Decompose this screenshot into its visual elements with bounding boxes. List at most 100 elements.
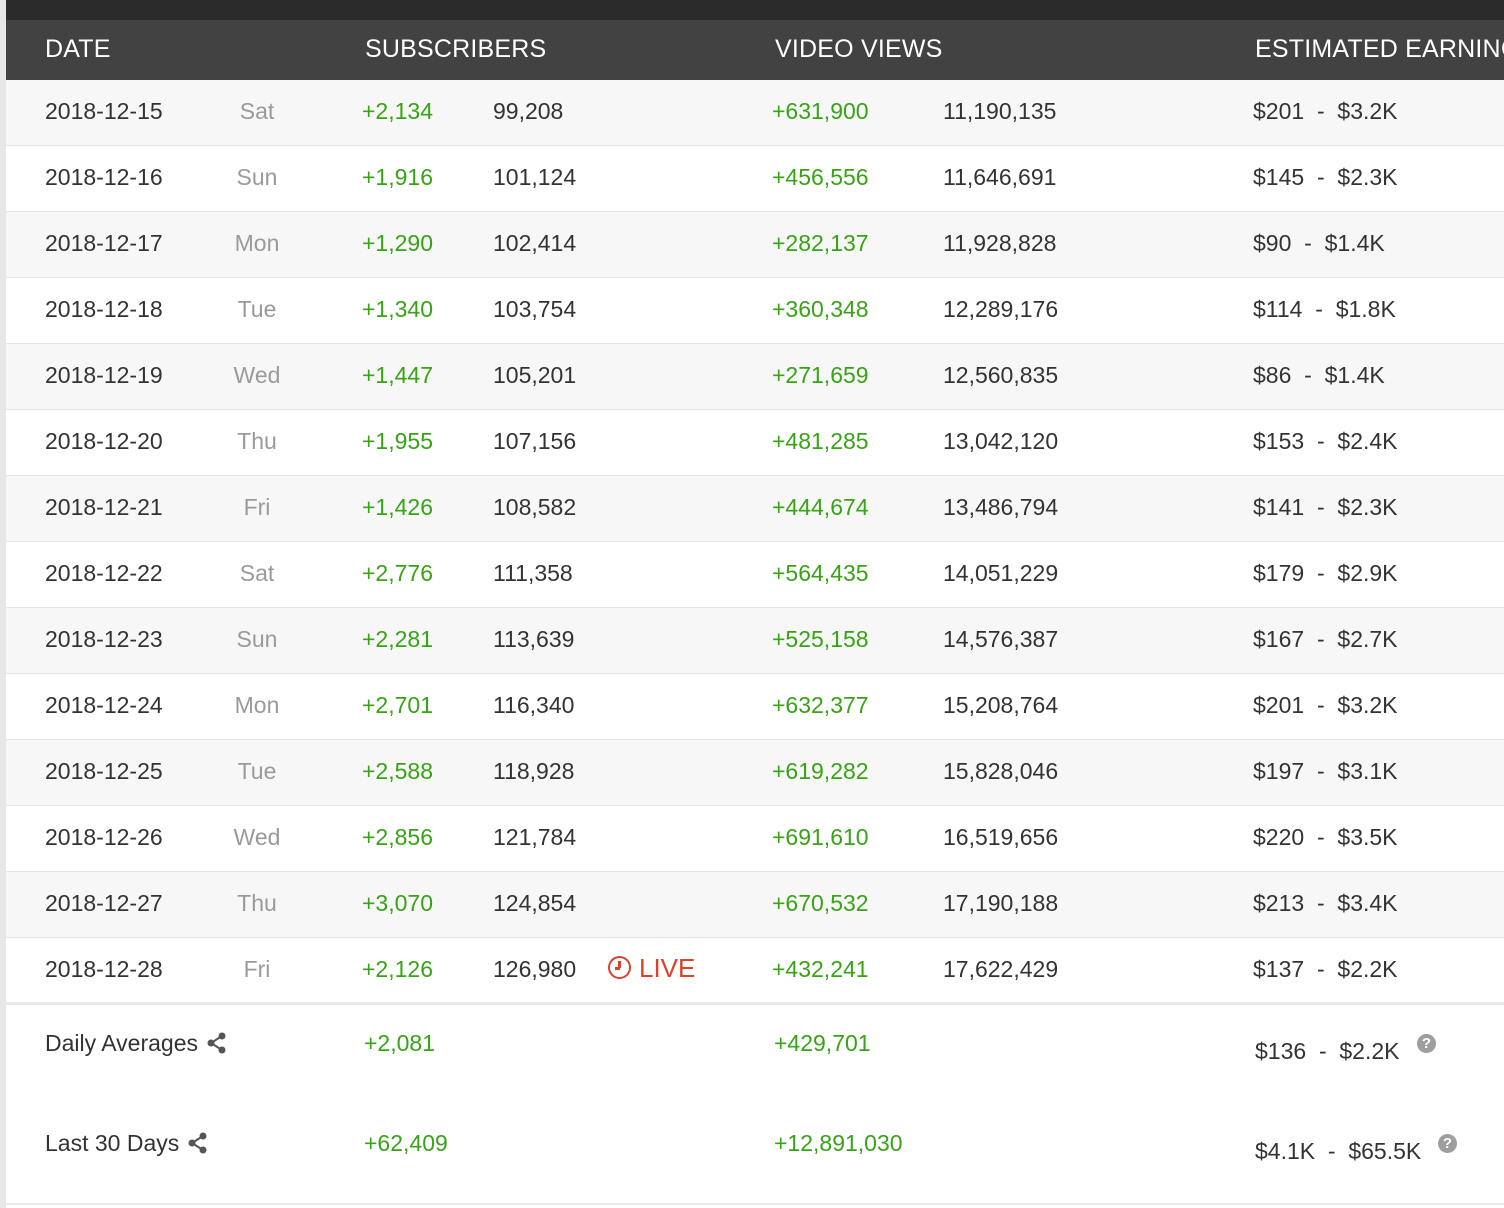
last-30-days-text: Last 30 Days bbox=[45, 1130, 180, 1156]
row-weekday: Fri bbox=[243, 494, 271, 520]
row-view-change: +632,377 bbox=[772, 692, 869, 718]
row-view-change: +631,900 bbox=[772, 98, 869, 124]
row-date: 2018-12-28 bbox=[45, 956, 163, 982]
help-icon[interactable]: ? bbox=[1438, 1134, 1457, 1153]
row-view-total: 17,190,188 bbox=[943, 890, 1059, 916]
left-edge bbox=[0, 0, 6, 1208]
earnings-low: $114 bbox=[1253, 296, 1303, 322]
row-weekday: Thu bbox=[237, 890, 277, 916]
row-estimated-earnings: $201 - $3.2K bbox=[1253, 98, 1398, 125]
earnings-separator: - bbox=[1304, 428, 1338, 454]
daily-averages-row: Daily Averages +2,081 +429,701 $136 - $2… bbox=[6, 1030, 1504, 1070]
row-estimated-earnings: $153 - $2.4K bbox=[1253, 428, 1398, 455]
earnings-low: $153 bbox=[1253, 428, 1305, 454]
table-row: 2018-12-26 Wed +2,856 121,784 +691,610 16,519… bbox=[6, 806, 1504, 872]
row-view-change: +619,282 bbox=[772, 758, 869, 784]
earnings-separator: - bbox=[1304, 824, 1338, 850]
table-row: 2018-12-23 Sun +2,281 113,639 +525,158 14,576… bbox=[6, 608, 1504, 674]
row-estimated-earnings: $167 - $2.7K bbox=[1253, 626, 1398, 653]
row-view-total: 13,486,794 bbox=[943, 494, 1059, 520]
earnings-separator: - bbox=[1304, 626, 1338, 652]
table-row: 2018-12-18 Tue +1,340 103,754 +360,348 12,289… bbox=[6, 278, 1504, 344]
earnings-high: $2.4K bbox=[1337, 428, 1398, 454]
row-weekday: Thu bbox=[237, 428, 277, 454]
earnings-separator: - bbox=[1304, 890, 1338, 916]
row-estimated-earnings: $114 - $1.8K bbox=[1253, 296, 1396, 323]
earnings-low: $179 bbox=[1253, 560, 1305, 586]
row-view-total: 16,519,656 bbox=[943, 824, 1059, 850]
table-row: 2018-12-20 Thu +1,955 107,156 +481,285 13,042… bbox=[6, 410, 1504, 476]
row-estimated-earnings: $201 - $3.2K bbox=[1253, 692, 1398, 719]
help-icon[interactable]: ? bbox=[1417, 1034, 1436, 1053]
row-date: 2018-12-26 bbox=[45, 824, 163, 850]
earnings-low: $201 bbox=[1253, 692, 1305, 718]
row-view-total: 14,576,387 bbox=[943, 626, 1059, 652]
row-subscriber-change: +1,340 bbox=[362, 296, 433, 322]
daily-averages-subscribers: +2,081 bbox=[364, 1030, 435, 1056]
row-view-total: 11,190,135 bbox=[943, 98, 1057, 124]
table-row: 2018-12-15 Sat +2,134 99,208 +631,900 11,190,… bbox=[6, 80, 1504, 146]
row-weekday: Mon bbox=[234, 230, 280, 256]
row-date: 2018-12-16 bbox=[45, 164, 163, 190]
row-subscriber-change: +3,070 bbox=[362, 890, 433, 916]
row-subscriber-total: 116,340 bbox=[493, 692, 575, 718]
row-subscriber-change: +2,701 bbox=[362, 692, 433, 718]
earnings-separator: - bbox=[1304, 560, 1338, 586]
table-header: DATE SUBSCRIBERS VIDEO VIEWS ESTIMATED E… bbox=[6, 20, 1504, 80]
row-view-total: 12,289,176 bbox=[943, 296, 1059, 322]
table-row: 2018-12-17 Mon +1,290 102,414 +282,137 11,928… bbox=[6, 212, 1504, 278]
row-subscriber-change: +2,776 bbox=[362, 560, 433, 586]
row-estimated-earnings: $179 - $2.9K bbox=[1253, 560, 1398, 587]
row-view-total: 11,928,828 bbox=[943, 230, 1057, 256]
earnings-high: $3.5K bbox=[1337, 824, 1398, 850]
row-date: 2018-12-19 bbox=[45, 362, 163, 388]
row-subscriber-change: +1,447 bbox=[362, 362, 433, 388]
earnings-low: $137 bbox=[1253, 956, 1305, 982]
live-badge[interactable]: LIVE bbox=[608, 953, 695, 984]
row-subscriber-total: 99,208 bbox=[493, 98, 564, 124]
row-subscriber-total: 101,124 bbox=[493, 164, 577, 190]
share-icon[interactable] bbox=[206, 1032, 228, 1054]
row-view-total: 15,828,046 bbox=[943, 758, 1059, 784]
earnings-separator: - bbox=[1304, 98, 1338, 124]
row-subscriber-total: 107,156 bbox=[493, 428, 577, 454]
row-view-change: +481,285 bbox=[772, 428, 869, 454]
earnings-high: $1.8K bbox=[1335, 296, 1396, 322]
row-estimated-earnings: $145 - $2.3K bbox=[1253, 164, 1398, 191]
row-date: 2018-12-24 bbox=[45, 692, 163, 718]
row-subscriber-change: +2,588 bbox=[362, 758, 433, 784]
daily-averages-earnings: $136 - $2.2K bbox=[1255, 1038, 1400, 1064]
earnings-separator: - bbox=[1304, 692, 1338, 718]
row-weekday: Mon bbox=[234, 692, 280, 718]
last-30-days-subscribers: +62,409 bbox=[364, 1130, 448, 1156]
table-row: 2018-12-19 Wed +1,447 105,201 +271,659 12,560… bbox=[6, 344, 1504, 410]
row-view-total: 15,208,764 bbox=[943, 692, 1059, 718]
row-subscriber-change: +2,134 bbox=[362, 98, 433, 124]
row-view-change: +271,659 bbox=[772, 362, 869, 388]
daily-averages-views: +429,701 bbox=[774, 1030, 871, 1056]
earnings-high: $3.1K bbox=[1337, 758, 1398, 784]
row-view-total: 17,622,429 bbox=[943, 956, 1059, 982]
row-date: 2018-12-15 bbox=[45, 98, 163, 124]
row-weekday: Sat bbox=[239, 560, 275, 586]
share-icon[interactable] bbox=[187, 1132, 209, 1154]
earnings-separator: - bbox=[1302, 296, 1336, 322]
earnings-low: $141 bbox=[1253, 494, 1305, 520]
row-subscriber-total: 126,980 bbox=[493, 956, 577, 982]
row-view-total: 13,042,120 bbox=[943, 428, 1059, 454]
header-estimated-earnings: ESTIMATED EARNINGS bbox=[1255, 35, 1504, 63]
earnings-high: $1.4K bbox=[1324, 362, 1385, 388]
row-estimated-earnings: $141 - $2.3K bbox=[1253, 494, 1398, 521]
row-weekday: Tue bbox=[237, 296, 277, 322]
row-subscriber-change: +2,281 bbox=[362, 626, 433, 652]
row-date: 2018-12-25 bbox=[45, 758, 163, 784]
row-date: 2018-12-22 bbox=[45, 560, 163, 586]
earnings-high: $2.7K bbox=[1337, 626, 1398, 652]
summary-divider bbox=[6, 1002, 1504, 1005]
bottom-divider bbox=[6, 1203, 1504, 1205]
header-video-views: VIDEO VIEWS bbox=[775, 35, 943, 63]
row-weekday: Sun bbox=[236, 164, 278, 190]
table-row: 2018-12-16 Sun +1,916 101,124 +456,556 11,646… bbox=[6, 146, 1504, 212]
row-subscriber-change: +1,916 bbox=[362, 164, 433, 190]
row-subscriber-total: 113,639 bbox=[493, 626, 575, 652]
